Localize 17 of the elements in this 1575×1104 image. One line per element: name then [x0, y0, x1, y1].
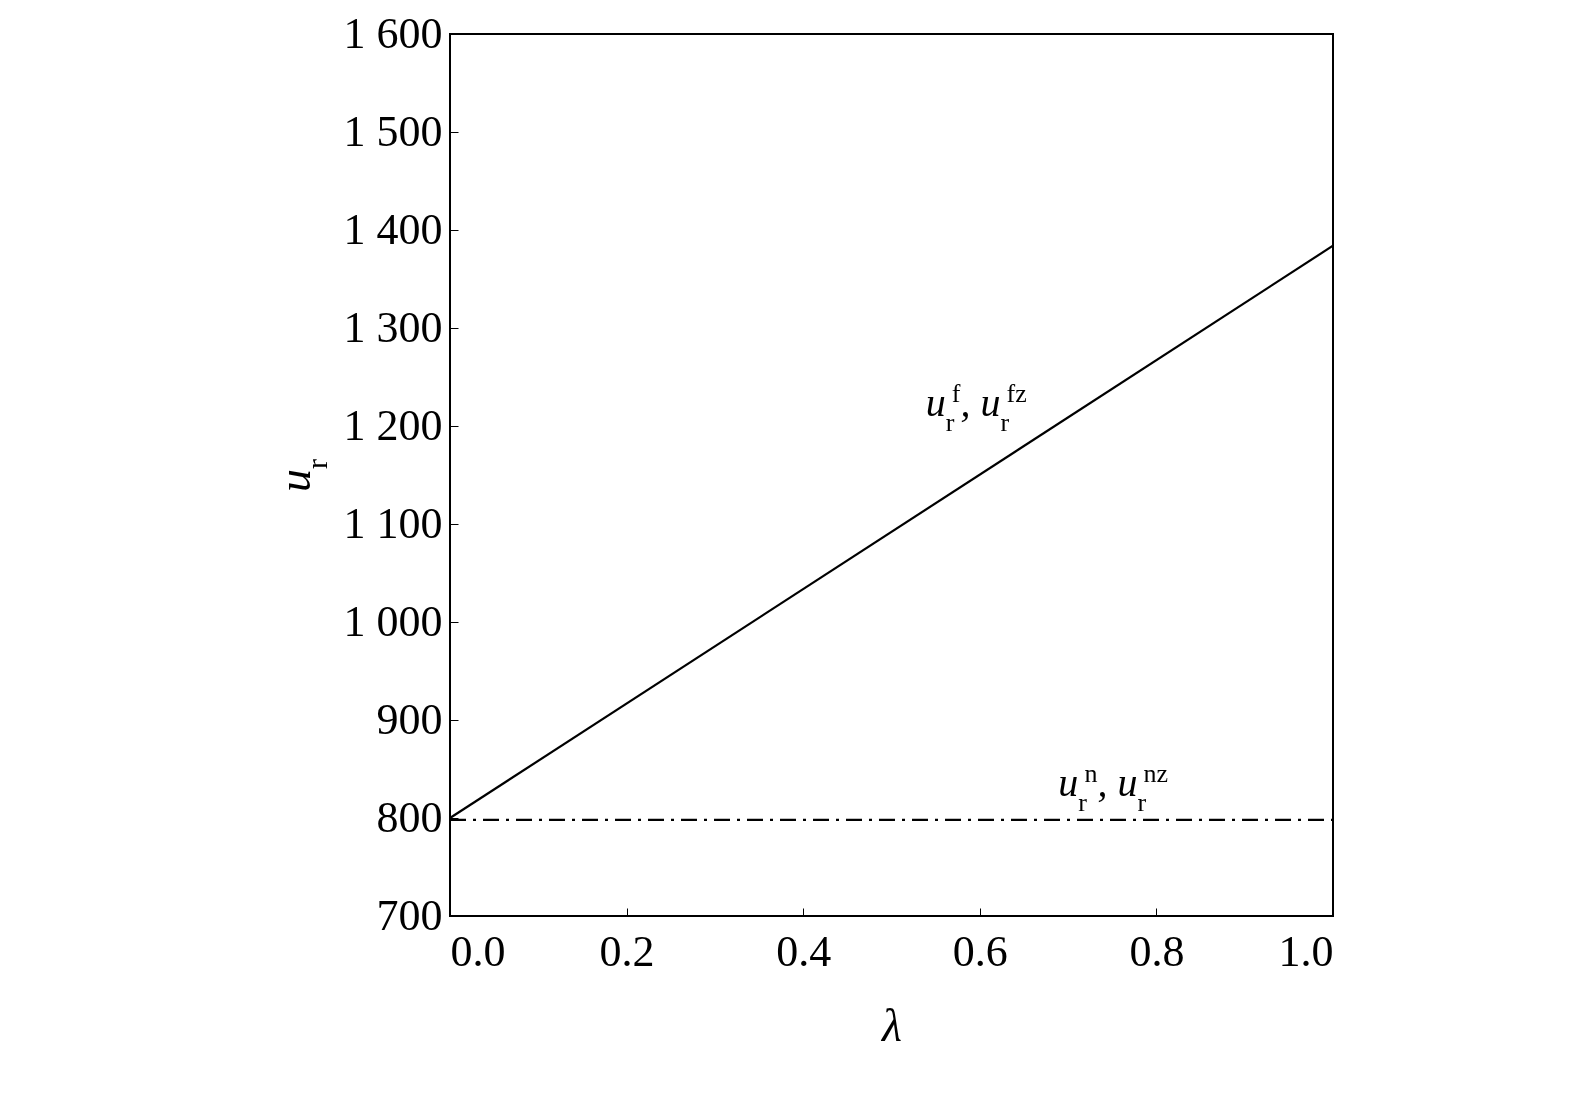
- x-tick-label: 0.4: [776, 926, 832, 976]
- x-tick-label: 0.8: [1129, 926, 1185, 976]
- x-tick-label: 0.2: [599, 926, 655, 976]
- y-tick-label: 1 600: [343, 8, 443, 58]
- x-tick-label: 1.0: [1278, 926, 1334, 976]
- y-tick-label: 800: [376, 792, 443, 842]
- x-axis-title: λ: [880, 999, 902, 1051]
- y-tick-label: 1 300: [343, 302, 443, 352]
- y-tick-label: 1 200: [343, 400, 443, 450]
- y-tick-label: 1 400: [343, 204, 443, 254]
- y-tick-label: 700: [376, 890, 443, 940]
- y-tick-label: 1 100: [343, 498, 443, 548]
- y-tick-label: 1 500: [343, 106, 443, 156]
- y-tick-label: 900: [376, 694, 443, 744]
- x-tick-label: 0.6: [952, 926, 1008, 976]
- x-tick-label: 0.0: [450, 926, 506, 976]
- y-tick-label: 1 000: [343, 596, 443, 646]
